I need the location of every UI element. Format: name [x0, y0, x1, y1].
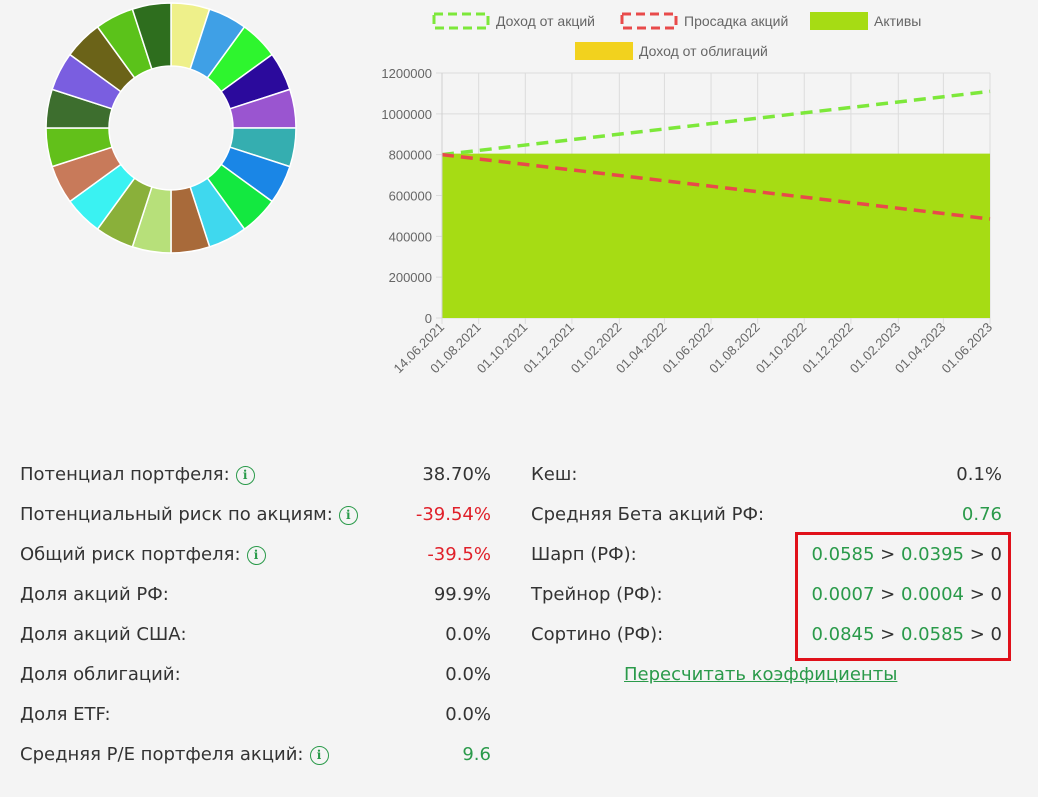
gt-sign: >: [880, 584, 896, 605]
legend-item[interactable]: Просадка акций: [620, 12, 788, 30]
stat-row-ru-share: Доля акций РФ: 99.9%: [20, 580, 491, 610]
stat-label: Средняя Бета акций РФ:: [531, 504, 765, 525]
info-icon[interactable]: i: [246, 545, 266, 565]
legend-item[interactable]: Доход от облигаций: [575, 42, 768, 60]
info-icon[interactable]: i: [235, 465, 255, 485]
gt-sign: >: [969, 544, 985, 565]
info-icon[interactable]: i: [309, 745, 329, 765]
ratio-v3: 0: [990, 624, 1002, 645]
ratio-v1: 0.0845: [811, 624, 875, 645]
ratio-v3: 0: [990, 584, 1002, 605]
stat-label: Потенциал портфеля:: [20, 464, 230, 485]
stat-row-total-risk: Общий риск портфеля: i -39.5%: [20, 540, 491, 570]
ratio-v1: 0.0007: [811, 584, 875, 605]
stat-value: 0.76: [961, 504, 1002, 525]
ratio-value: 0.0585 > 0.0395 > 0: [811, 540, 1002, 570]
stat-row-cash: Кеш: 0.1%: [531, 460, 1002, 490]
stat-row-bond-share: Доля облигаций: 0.0%: [20, 660, 491, 690]
stat-value: -39.54%: [415, 504, 491, 525]
y-tick-label: 400000: [389, 229, 432, 244]
ratio-value: 0.0845 > 0.0585 > 0: [811, 620, 1002, 650]
portfolio-donut-chart: [45, 2, 297, 254]
portfolio-forecast-chart: Доход от акций Просадка акций Активы Доход …: [381, 12, 995, 377]
ratio-v3: 0: [990, 544, 1002, 565]
y-tick-label: 800000: [389, 148, 432, 163]
recalculate-coefficients-link[interactable]: Пересчитать коэффициенты: [624, 664, 898, 685]
gt-sign: >: [969, 584, 985, 605]
legend-item[interactable]: Активы: [810, 12, 921, 30]
stat-row-etf-share: Доля ETF: 0.0%: [20, 700, 491, 730]
legend-item[interactable]: Доход от акций: [432, 12, 595, 30]
legend-label: Просадка акций: [684, 13, 788, 29]
gt-sign: >: [969, 624, 985, 645]
stat-label: Шарп (РФ):: [531, 544, 637, 565]
stat-value: 99.9%: [433, 584, 491, 605]
y-tick-label: 200000: [389, 270, 432, 285]
legend-label: Доход от облигаций: [639, 43, 768, 59]
legend-swatch: [575, 42, 633, 60]
highlight-box: [795, 532, 1011, 661]
stat-label: Доля облигаций:: [20, 664, 181, 685]
x-tick-label: 01.06.2023: [938, 320, 995, 377]
ratio-v1: 0.0585: [811, 544, 875, 565]
stat-row-sharpe: Шарп (РФ): 0.0585 > 0.0395 > 0: [531, 540, 1002, 570]
ratio-v2: 0.0004: [901, 584, 964, 605]
series-area-assets[interactable]: [442, 153, 990, 318]
stat-label: Общий риск портфеля:: [20, 544, 241, 565]
stat-row-treynor: Трейнор (РФ): 0.0007 > 0.0004 > 0: [531, 580, 1002, 610]
stat-label: Доля ETF:: [20, 704, 111, 725]
stat-row-potential: Потенциал портфеля: i 38.70%: [20, 460, 491, 490]
stat-label: Сортино (РФ):: [531, 624, 664, 645]
legend-swatch: [432, 12, 490, 30]
ratio-v2: 0.0395: [901, 544, 964, 565]
gt-sign: >: [880, 544, 896, 565]
legend-label: Доход от акций: [496, 13, 595, 29]
donut-slice[interactable]: [131, 2, 172, 70]
y-tick-label: 1200000: [381, 66, 432, 81]
stat-label: Потенциальный риск по акциям:: [20, 504, 333, 525]
y-tick-label: 1000000: [381, 107, 432, 122]
legend-swatch: [620, 12, 678, 30]
stat-label: Кеш:: [531, 464, 578, 485]
portfolio-stats-left: Потенциал портфеля: i 38.70% Потенциальны…: [20, 460, 491, 780]
stat-value: 0.0%: [445, 664, 491, 685]
legend-label: Активы: [874, 13, 921, 29]
stat-value: 0.0%: [445, 624, 491, 645]
legend-swatch: [810, 12, 868, 30]
stat-label: Трейнор (РФ):: [531, 584, 663, 605]
stat-value: 9.6: [462, 744, 491, 765]
stat-value: 0.0%: [445, 704, 491, 725]
stat-value: -39.5%: [427, 544, 491, 565]
y-tick-label: 600000: [389, 189, 432, 204]
series-line-stock-income[interactable]: [441, 89, 991, 157]
stat-label: Средняя P/E портфеля акций:: [20, 744, 304, 765]
portfolio-stats-right: Кеш: 0.1% Средняя Бета акций РФ: 0.76 Ша…: [531, 460, 1002, 700]
stat-label: Доля акций РФ:: [20, 584, 169, 605]
stat-row-pe: Средняя P/E портфеля акций: i 9.6: [20, 740, 491, 770]
ratio-value: 0.0007 > 0.0004 > 0: [811, 580, 1002, 610]
stat-row-sortino: Сортино (РФ): 0.0845 > 0.0585 > 0: [531, 620, 1002, 650]
ratio-v2: 0.0585: [901, 624, 964, 645]
stat-row-stock-risk: Потенциальный риск по акциям: i -39.54%: [20, 500, 491, 530]
gt-sign: >: [880, 624, 896, 645]
series-line-stock-drawdown[interactable]: [441, 152, 991, 221]
stat-value: 38.70%: [422, 464, 491, 485]
stat-row-us-share: Доля акций США: 0.0%: [20, 620, 491, 650]
stat-row-beta: Средняя Бета акций РФ: 0.76: [531, 500, 1002, 530]
y-tick-label: 0: [425, 311, 432, 326]
info-icon[interactable]: i: [338, 505, 358, 525]
stat-value: 0.1%: [956, 464, 1002, 485]
stat-label: Доля акций США:: [20, 624, 187, 645]
